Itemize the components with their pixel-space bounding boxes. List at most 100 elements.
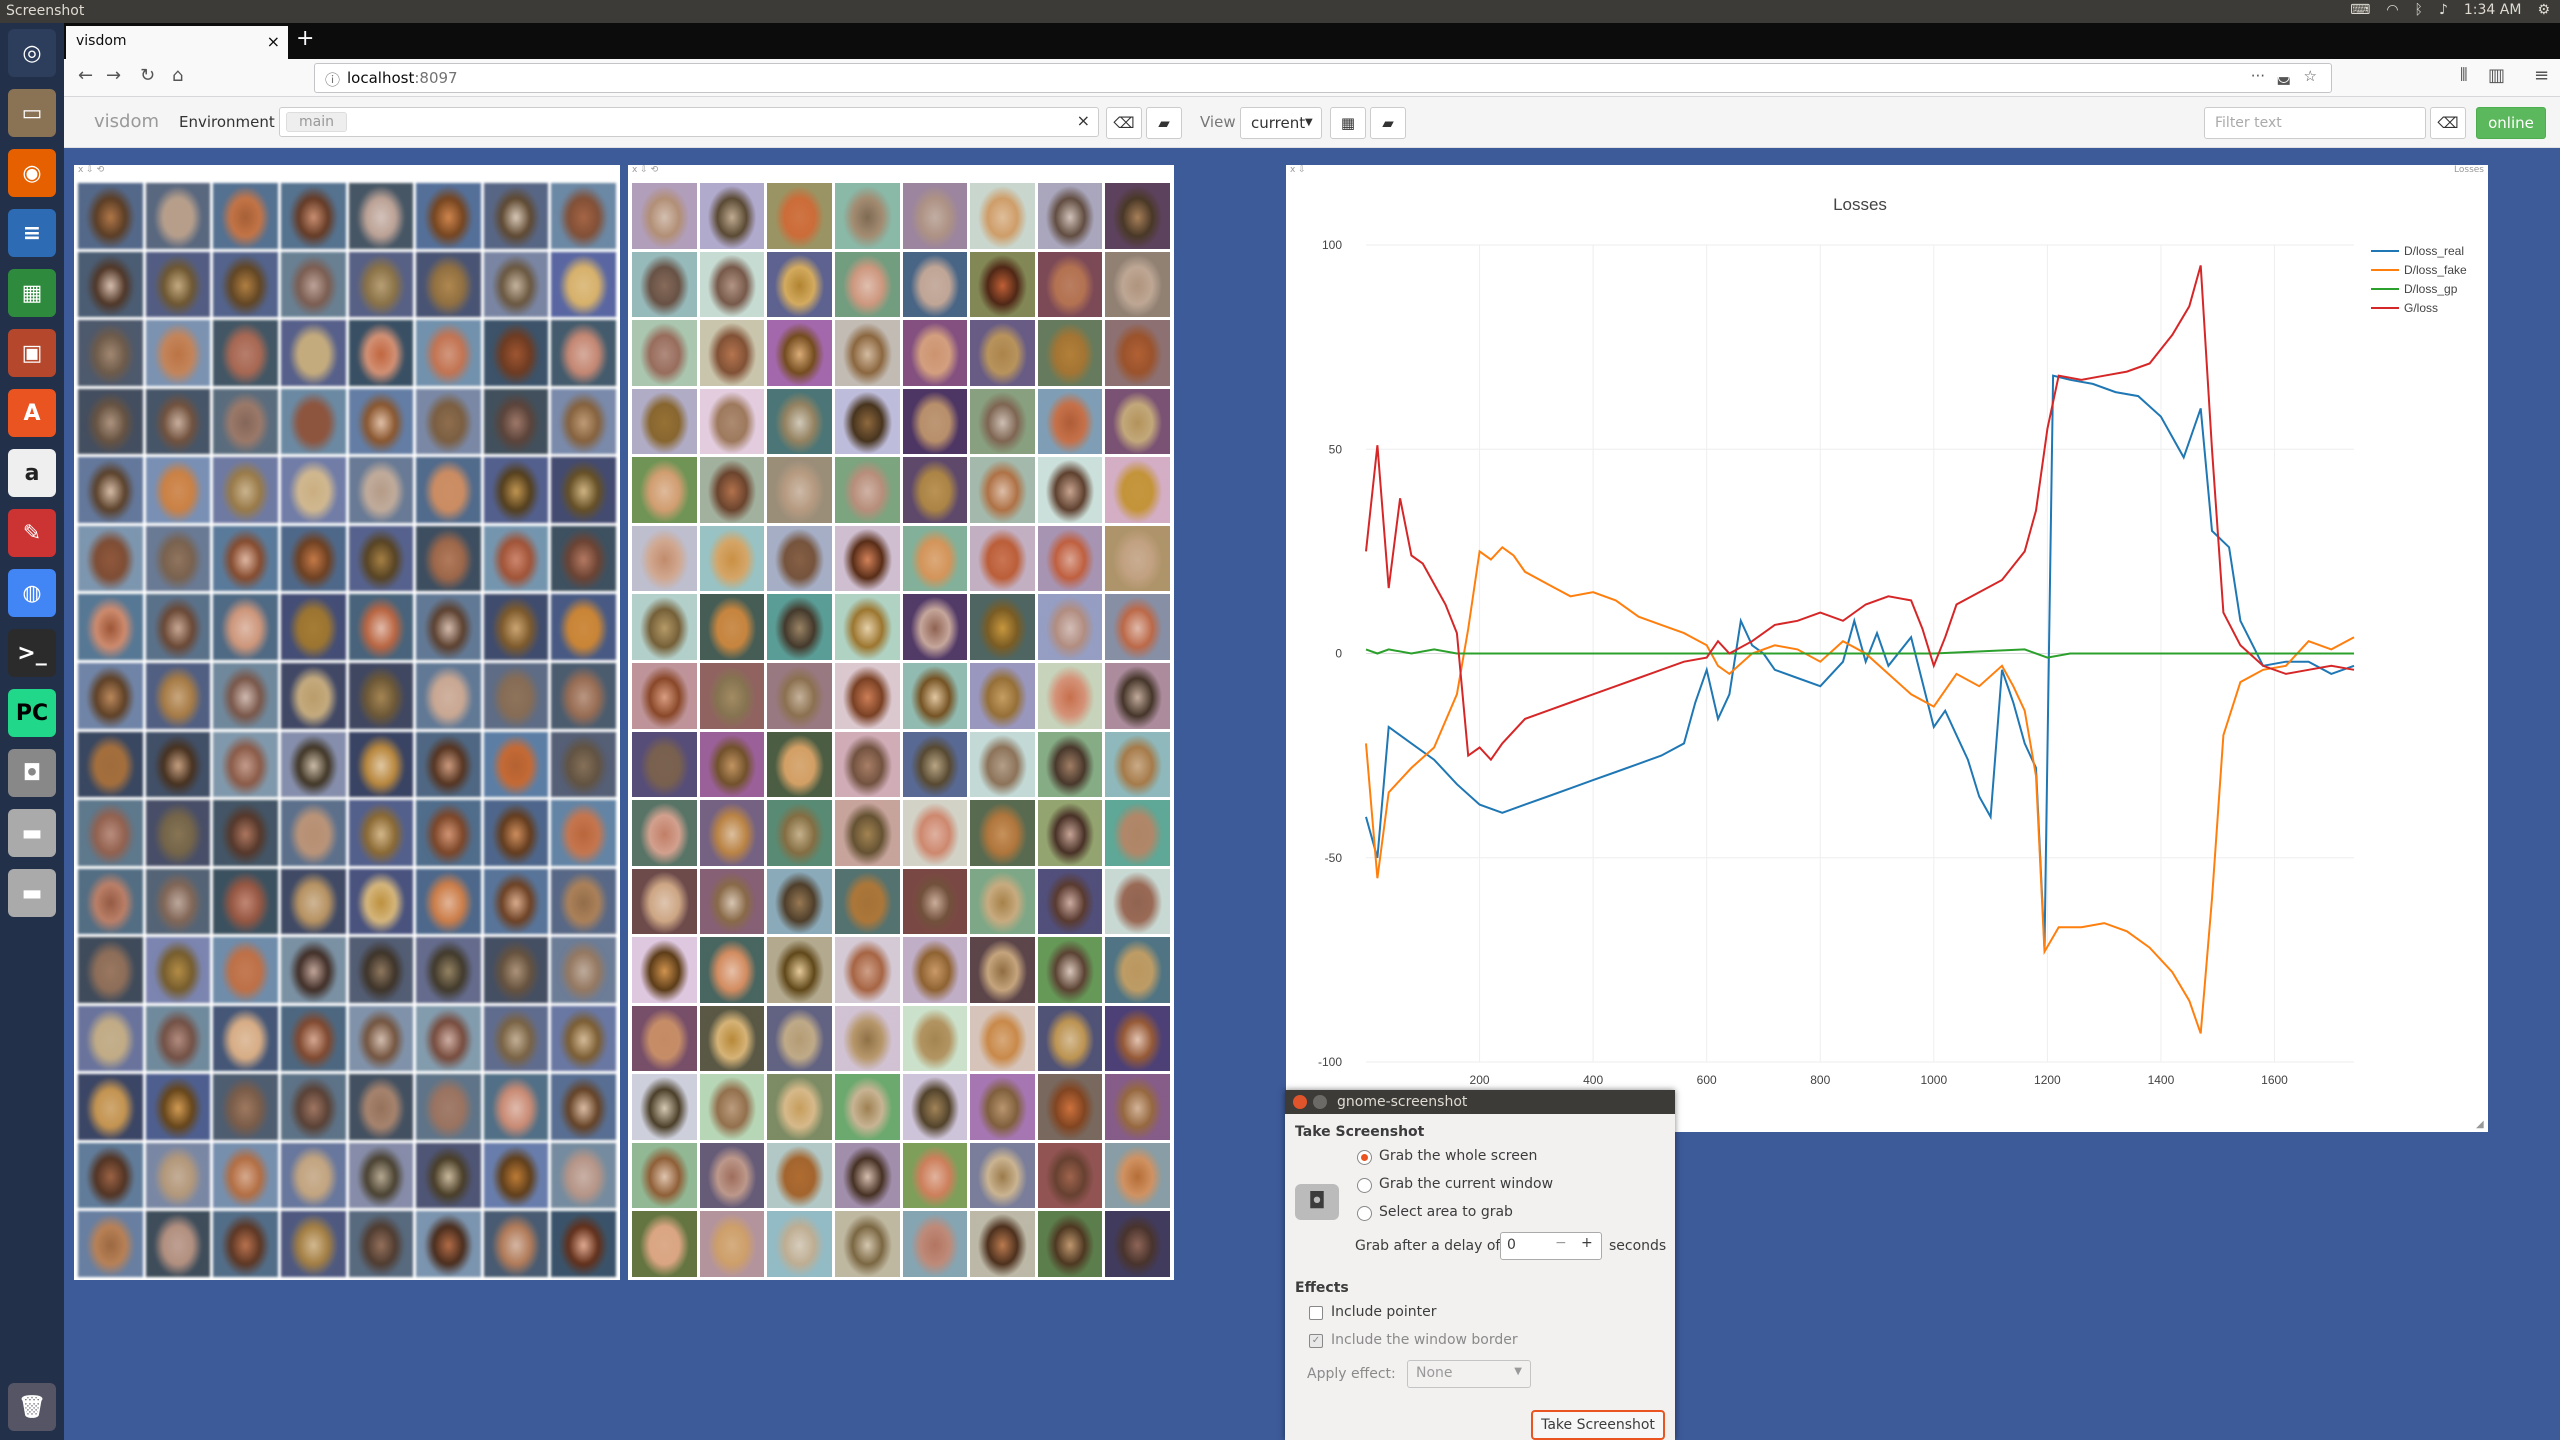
ubuntu-dash-icon[interactable]: ◎ [8, 29, 56, 77]
pocket-icon[interactable]: ◛ [2276, 67, 2291, 85]
pane-bar-3[interactable]: x ⇩ Losses [1286, 165, 2488, 177]
camera-icon[interactable]: ◘ [8, 749, 56, 797]
filter-input[interactable]: Filter text [2204, 107, 2426, 139]
take-screenshot-button[interactable]: Take Screenshot [1531, 1410, 1665, 1440]
apply-effect-select[interactable]: None ▼ [1407, 1360, 1531, 1388]
manage-views-button[interactable]: ▰ [1370, 107, 1406, 139]
writer-icon[interactable]: ≡ [8, 209, 56, 257]
impress-icon[interactable]: ▣ [8, 329, 56, 377]
chrome-icon[interactable]: ◍ [8, 569, 56, 617]
legend-entry[interactable]: G/loss [2404, 301, 2438, 315]
pane-bar[interactable]: x ⇩ ⟲ [74, 165, 620, 177]
forward-icon[interactable]: → [106, 65, 122, 86]
close-icon-3[interactable]: x ⇩ [1290, 165, 1306, 175]
radio-whole-screen[interactable] [1357, 1150, 1372, 1165]
wifi-icon[interactable]: ◠ [2386, 2, 2399, 18]
minimize-dialog-icon[interactable] [1313, 1095, 1327, 1109]
connection-status-button[interactable]: online [2476, 107, 2546, 139]
face-thumbnail [280, 731, 346, 798]
decrement-icon[interactable]: − [1555, 1235, 1567, 1251]
whole-screen-label[interactable]: Grab the whole screen [1379, 1148, 1538, 1164]
sidebar-icon[interactable]: ▥ [2488, 65, 2506, 86]
page-actions-icon[interactable]: ··· [2250, 67, 2265, 85]
close-icon[interactable]: x ⇩ ⟲ [78, 165, 105, 175]
keyboard-icon[interactable]: ⌨ [2350, 2, 2371, 18]
library-icon[interactable]: ⫴ [2460, 65, 2468, 86]
series-line-d-loss_fake[interactable] [1365, 545, 2355, 1034]
close-icon-2[interactable]: x ⇩ ⟲ [632, 165, 659, 175]
losses-chart[interactable]: 200 400 600 800 1000 1200 1400 1600 100 50 0 -50 -10… [1286, 165, 2488, 1132]
radio-current-window[interactable] [1357, 1178, 1372, 1193]
chart-pane-losses[interactable]: x ⇩ Losses 200 400 600 800 1000 1200 1400 1600 1… [1286, 165, 2488, 1132]
legend-entry[interactable]: D/loss_fake [2404, 263, 2467, 277]
series-line-g-loss[interactable] [1365, 265, 2355, 762]
face-thumbnail [834, 183, 900, 249]
image-pane-generated[interactable]: x ⇩ ⟲ [74, 165, 620, 1280]
amazon-icon[interactable]: a [8, 449, 56, 497]
delay-spinner[interactable]: 0 − + [1500, 1232, 1602, 1260]
pane-bar-2[interactable]: x ⇩ ⟲ [628, 165, 1174, 177]
delay-value[interactable]: 0 [1507, 1237, 1516, 1253]
menu-icon[interactable]: ≡ [2534, 65, 2550, 86]
bluetooth-icon[interactable]: ᛒ [2414, 2, 2423, 18]
face-thumbnail [145, 251, 211, 318]
image-pane-real[interactable]: x ⇩ ⟲ [628, 165, 1174, 1280]
clear-icon[interactable]: × [1076, 111, 1090, 130]
trash-icon[interactable]: 🗑 [8, 1383, 56, 1431]
close-dialog-icon[interactable] [1293, 1095, 1307, 1109]
pycharm-icon[interactable]: PC [8, 689, 56, 737]
face-thumbnail [632, 594, 697, 660]
drive-icon-2[interactable]: ▬ [8, 869, 56, 917]
radio-select-area[interactable] [1357, 1206, 1372, 1221]
face-thumbnail [145, 1005, 211, 1072]
select-area-label[interactable]: Select area to grab [1379, 1204, 1513, 1220]
face-thumbnail [416, 731, 481, 798]
series-line-d-loss_real[interactable] [1365, 374, 2355, 948]
clear-filter-button[interactable]: ⌫ [2430, 107, 2466, 139]
gear-icon[interactable]: ⚙ [2537, 2, 2550, 18]
legend-entry[interactable]: D/loss_gp [2404, 282, 2458, 296]
dialog-titlebar[interactable]: gnome-screenshot [1285, 1090, 1675, 1114]
back-icon[interactable]: ← [78, 65, 94, 86]
bookmark-star-icon[interactable]: ☆ [2303, 67, 2317, 85]
visdom-brand[interactable]: visdom [94, 111, 160, 132]
resize-handle-icon[interactable]: ◢ [2476, 1119, 2484, 1130]
legend-entry[interactable]: D/loss_real [2404, 244, 2464, 258]
volume-icon[interactable]: ♪ [2438, 2, 2448, 18]
reload-icon[interactable]: ↻ [140, 65, 156, 86]
new-tab-icon[interactable]: + [296, 26, 315, 51]
series-line-d-loss_gp[interactable] [1365, 648, 2354, 659]
settings-tools-icon[interactable]: ✎ [8, 509, 56, 557]
manage-env-button[interactable]: ▰ [1146, 107, 1182, 139]
increment-icon[interactable]: + [1581, 1235, 1593, 1251]
environment-chip[interactable]: main [286, 112, 347, 132]
environment-select[interactable]: main × [279, 107, 1099, 137]
tab-visdom[interactable]: visdom × [66, 26, 288, 59]
firefox-icon[interactable]: ◉ [8, 149, 56, 197]
view-select[interactable]: current ▼ [1240, 107, 1322, 139]
face-thumbnail [699, 320, 765, 386]
close-tab-icon[interactable]: × [266, 32, 280, 51]
include-border-checkbox[interactable]: ✓ [1309, 1334, 1323, 1348]
face-thumbnail [348, 1074, 414, 1140]
folder-icon-2: ▰ [1382, 114, 1394, 132]
files-icon[interactable]: ▭ [8, 89, 56, 137]
face-thumbnail [280, 868, 346, 935]
info-icon[interactable]: ⓘ [325, 71, 341, 89]
include-pointer-checkbox[interactable] [1309, 1306, 1323, 1320]
terminal-icon[interactable]: >_ [8, 629, 56, 677]
include-pointer-label[interactable]: Include pointer [1331, 1304, 1437, 1320]
clock[interactable]: 1:34 AM [2463, 2, 2522, 18]
include-border-label[interactable]: Include the window border [1331, 1332, 1518, 1348]
face-thumbnail [970, 388, 1035, 455]
current-window-label[interactable]: Grab the current window [1379, 1176, 1554, 1192]
repack-button[interactable]: ▦ [1330, 107, 1366, 139]
software-center-icon[interactable]: A [8, 389, 56, 437]
drive-icon[interactable]: ▬ [8, 809, 56, 857]
face-thumbnail [1037, 1211, 1103, 1277]
url-bar[interactable]: ⓘ localhost:8097 ··· ◛ ☆ [314, 63, 2332, 93]
face-thumbnail [213, 1005, 278, 1072]
calc-icon[interactable]: ▦ [8, 269, 56, 317]
erase-env-button[interactable]: ⌫ [1106, 107, 1142, 139]
home-icon[interactable]: ⌂ [172, 65, 184, 86]
